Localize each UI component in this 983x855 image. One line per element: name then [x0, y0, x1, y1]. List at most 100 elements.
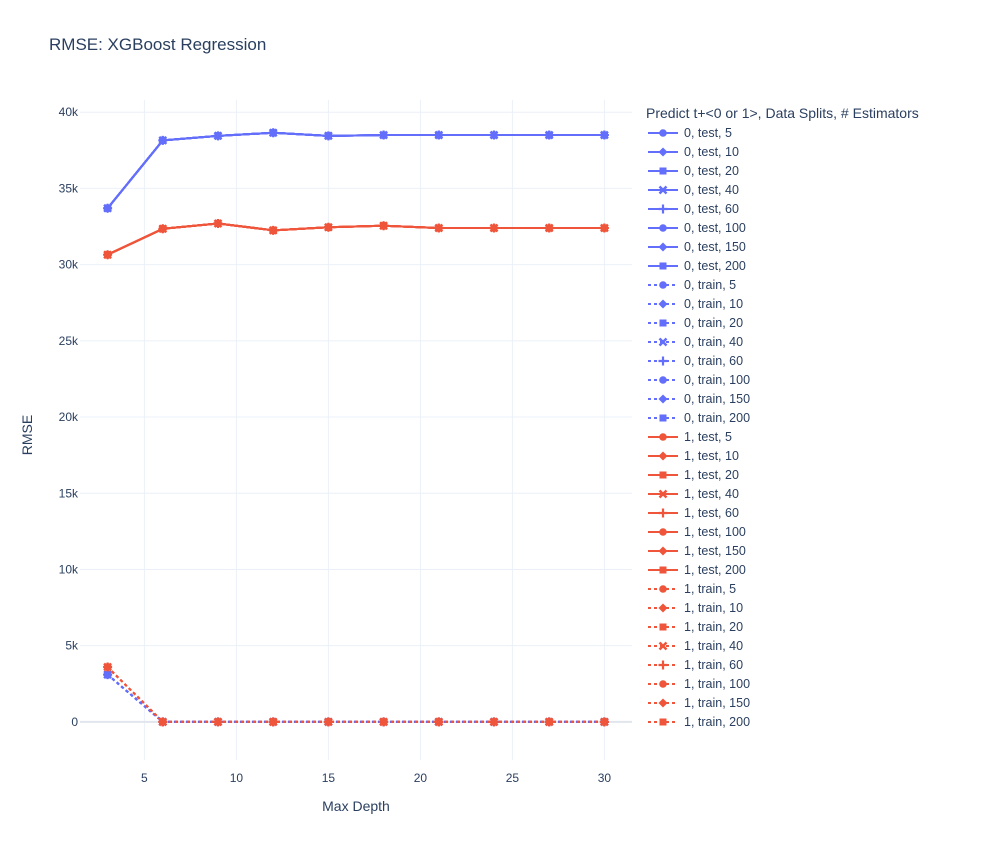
legend-item[interactable]: 1, train, 10: [648, 601, 743, 615]
data-point: [269, 129, 277, 137]
data-point: [104, 663, 112, 671]
legend-label: 1, test, 40: [684, 487, 739, 501]
data-point: [214, 718, 222, 726]
legend: Predict t+<0 or 1>, Data Splits, # Estim…: [646, 105, 919, 729]
legend-item[interactable]: 0, train, 20: [648, 316, 743, 330]
series-0-test-100: [103, 128, 609, 213]
legend-marker: [658, 394, 668, 404]
data-point: [380, 222, 388, 230]
legend-item[interactable]: 1, test, 40: [648, 487, 739, 501]
legend-marker: [659, 566, 667, 574]
legend-marker: [658, 451, 668, 461]
legend-item[interactable]: 0, test, 60: [648, 202, 739, 216]
legend-item[interactable]: 1, test, 100: [648, 525, 746, 539]
series-1-train-60: [103, 662, 609, 727]
data-point: [214, 219, 222, 227]
legend-marker: [659, 623, 667, 631]
series-line: [106, 131, 605, 209]
legend-label: 0, test, 10: [684, 145, 739, 159]
legend-label: 1, test, 10: [684, 449, 739, 463]
data-point: [104, 204, 112, 212]
series-line: [106, 666, 605, 723]
legend-marker: [659, 262, 667, 270]
legend-item[interactable]: 1, test, 150: [648, 544, 746, 558]
legend-item[interactable]: 0, train, 5: [648, 278, 736, 292]
legend-item[interactable]: 1, test, 20: [648, 468, 739, 482]
data-point: [545, 224, 553, 232]
data-point: [159, 225, 167, 233]
x-tick-label: 5: [141, 771, 148, 785]
legend-item[interactable]: 1, train, 100: [648, 677, 750, 691]
legend-marker: [658, 508, 668, 518]
series-0-train-40: [103, 670, 609, 727]
data-point: [490, 224, 498, 232]
legend-item[interactable]: 0, train, 150: [648, 392, 750, 406]
legend-label: 0, test, 150: [684, 240, 746, 254]
legend-item[interactable]: 1, train, 200: [648, 715, 750, 729]
data-point: [435, 131, 443, 139]
series-line: [106, 131, 605, 209]
legend-item[interactable]: 0, test, 20: [648, 164, 739, 178]
legend-item[interactable]: 0, test, 40: [648, 183, 739, 197]
legend-item[interactable]: 1, train, 60: [648, 658, 743, 672]
grid-layer: 5 10 15 20 25 30 0 5k 10k 15k 20k 25k 30k 35k 40k: [59, 100, 632, 785]
legend-item[interactable]: 1, test, 60: [648, 506, 739, 520]
data-point: [490, 718, 498, 726]
legend-marker: [659, 414, 667, 422]
legend-item[interactable]: 0, test, 10: [648, 145, 739, 159]
legend-label: 0, test, 40: [684, 183, 739, 197]
series-0-test-20: [104, 129, 608, 212]
legend-marker: [659, 281, 667, 289]
legend-item[interactable]: 0, test, 200: [648, 259, 746, 273]
legend-item[interactable]: 1, train, 150: [648, 696, 750, 710]
series-line: [106, 131, 605, 209]
legend-item[interactable]: 1, train, 20: [648, 620, 743, 634]
legend-item[interactable]: 0, test, 150: [648, 240, 746, 254]
series-line: [106, 666, 605, 723]
series-line: [106, 673, 605, 723]
series-1-test-10: [103, 218, 609, 260]
legend-item[interactable]: 0, train, 40: [648, 335, 743, 349]
legend-item[interactable]: 0, test, 100: [648, 221, 746, 235]
legend-item[interactable]: 1, test, 200: [648, 563, 746, 577]
legend-item[interactable]: 0, train, 60: [648, 354, 743, 368]
series-0-train-20: [104, 671, 608, 726]
legend-item[interactable]: 1, train, 40: [648, 639, 743, 653]
legend-label: 1, train, 20: [684, 620, 743, 634]
series-line: [106, 673, 605, 723]
y-tick-label: 20k: [59, 410, 79, 424]
series-1-test-5: [103, 219, 609, 259]
legend-item[interactable]: 1, train, 5: [648, 582, 736, 596]
series-line: [106, 666, 605, 723]
series-1-test-100: [103, 219, 609, 259]
series-0-train-60: [103, 670, 609, 727]
series-0-test-200: [104, 129, 608, 212]
x-axis-label: Max Depth: [322, 798, 390, 814]
y-tick-label: 0: [71, 715, 78, 729]
series-line: [106, 131, 605, 209]
legend-marker: [659, 718, 667, 726]
series-line: [106, 673, 605, 723]
series-0-train-100: [103, 670, 609, 726]
legend-marker: [659, 319, 667, 327]
data-point: [545, 718, 553, 726]
legend-item[interactable]: 0, train, 100: [648, 373, 750, 387]
legend-item[interactable]: 0, test, 5: [648, 126, 732, 140]
data-point: [159, 718, 167, 726]
legend-label: 1, train, 60: [684, 658, 743, 672]
legend-item[interactable]: 1, test, 5: [648, 430, 732, 444]
x-tick-label: 15: [322, 771, 336, 785]
legend-item[interactable]: 0, train, 200: [648, 411, 750, 425]
series-0-train-5: [103, 670, 609, 726]
y-tick-label: 5k: [65, 639, 79, 653]
legend-label: 0, train, 100: [684, 373, 750, 387]
x-tick-label: 10: [230, 771, 244, 785]
legend-item[interactable]: 1, test, 10: [648, 449, 739, 463]
y-tick-label: 30k: [59, 258, 79, 272]
legend-marker: [658, 299, 668, 309]
data-point: [324, 718, 332, 726]
legend-item[interactable]: 0, train, 10: [648, 297, 743, 311]
legend-label: 1, test, 60: [684, 506, 739, 520]
legend-marker: [658, 337, 668, 347]
